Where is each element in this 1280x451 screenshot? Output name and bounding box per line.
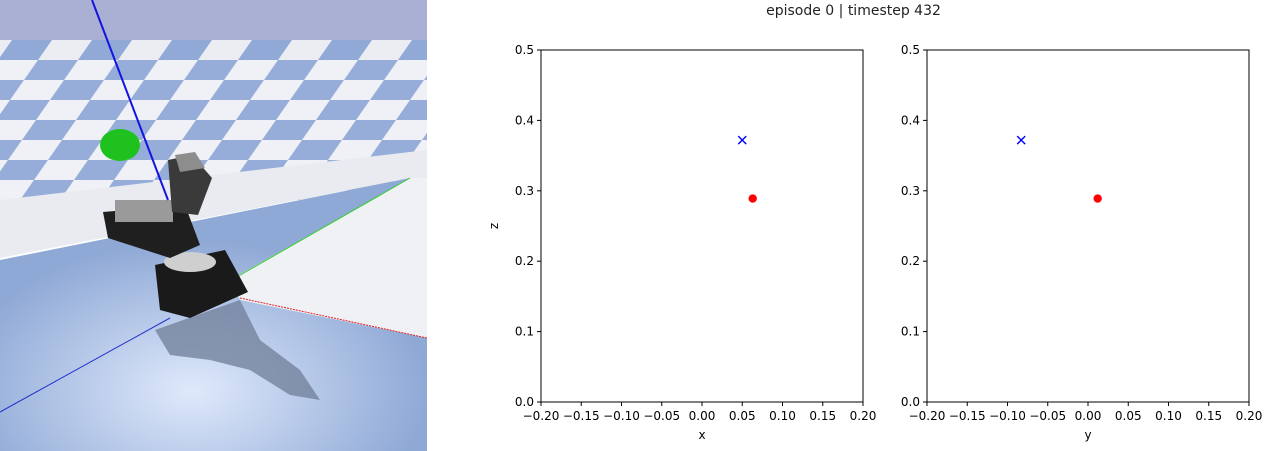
x-axis-label: y [1084, 428, 1091, 442]
y-tick-label: 0.2 [515, 254, 534, 268]
x-tick-label: 0.15 [1195, 409, 1222, 423]
x-tick-label: 0.10 [769, 409, 796, 423]
y-tick-label: 0.3 [515, 184, 534, 198]
debug-ray [91, 0, 169, 201]
y-tick-label: 0.2 [901, 254, 920, 268]
x-tick-label: 0.10 [1155, 409, 1182, 423]
y-tick-label: 0.0 [901, 395, 920, 409]
x-tick-label: 0.15 [809, 409, 836, 423]
x-tick-label: −0.20 [909, 409, 946, 423]
x-tick-label: −0.10 [989, 409, 1026, 423]
axis-line-green [234, 177, 411, 279]
axis-line-blue [0, 317, 171, 413]
plot-frame [540, 49, 864, 403]
y-tick-label: 0.4 [515, 113, 534, 127]
y-tick-label: 0.1 [515, 325, 534, 339]
axes-1: −0.20 −0.15 −0.10 −0.05 0.00 0.05 0.10 0.15 0.20… [487, 43, 876, 442]
point-circle-marker [1093, 194, 1102, 203]
x-tick-label: −0.10 [603, 409, 640, 423]
x-axis-label: x [698, 428, 705, 442]
x-tick-label: −0.20 [523, 409, 560, 423]
x-tick-label: 0.05 [1115, 409, 1142, 423]
figure: episode 0 | timestep 432 −0.20 −0.15 −0.10… [427, 0, 1280, 451]
x-tick-label: −0.15 [563, 409, 600, 423]
x-tick-label: −0.05 [1029, 409, 1066, 423]
axis-line-red [239, 297, 427, 339]
x-tick-label: −0.15 [949, 409, 986, 423]
x-tick-label: 0.20 [850, 409, 877, 423]
target-sphere [100, 129, 140, 161]
y-axis-label: z [487, 223, 501, 229]
plot-frame [926, 49, 1250, 403]
x-tick-label: −0.05 [643, 409, 680, 423]
y-tick-label: 0.5 [515, 43, 534, 57]
robot-gripper [175, 152, 205, 172]
y-tick-label: 0.4 [901, 113, 920, 127]
y-tick-label: 0.0 [515, 395, 534, 409]
x-tick-label: 0.20 [1236, 409, 1263, 423]
point-circle-marker [748, 194, 757, 203]
x-tick-label: 0.00 [1075, 409, 1102, 423]
white-floor-wedge [230, 178, 427, 338]
robot-wrist [168, 155, 212, 215]
y-tick-label: 0.5 [901, 43, 920, 57]
point-x-marker [737, 135, 747, 145]
point-x-marker [1016, 135, 1026, 145]
y-tick-label: 0.1 [901, 325, 920, 339]
robot-shadow [155, 300, 320, 400]
axes-2: −0.20 −0.15 −0.10 −0.05 0.00 0.05 0.10 0.15 0.20… [901, 43, 1262, 442]
robot-upper-arm [115, 200, 173, 222]
robot-turntable [164, 252, 216, 272]
figure-title: episode 0 | timestep 432 [766, 3, 941, 19]
x-tick-label: 0.00 [689, 409, 716, 423]
x-tick-label: 0.05 [729, 409, 756, 423]
plots-canvas: −0.20 −0.15 −0.10 −0.05 0.00 0.05 0.10 0.15 0.20… [487, 43, 1262, 442]
simulation-render [0, 0, 427, 451]
y-tick-label: 0.3 [901, 184, 920, 198]
